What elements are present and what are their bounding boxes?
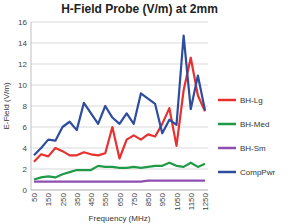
plot-area — [34, 36, 205, 182]
title: H-Field Probe (V/m) at 2mm — [61, 2, 218, 16]
x-axis-title: Frequency (MHz) — [89, 214, 151, 223]
x-tick-label: 850 — [144, 192, 153, 206]
y-axis-title: E-Field (V/m) — [2, 82, 11, 129]
y-tick-label: 2 — [23, 165, 28, 174]
x-tick-label: 950 — [158, 192, 167, 206]
x-tick-label: 750 — [130, 192, 139, 206]
series-line — [34, 58, 205, 162]
y-axis — [31, 22, 32, 190]
y-tick-label: 0 — [23, 186, 28, 195]
series-line — [34, 36, 205, 156]
legend-label: CompPwr — [240, 168, 275, 177]
x-tick-label: 650 — [116, 192, 125, 206]
legend-swatch — [218, 99, 236, 102]
grid-line — [31, 190, 208, 191]
legend-swatch — [218, 147, 236, 150]
y-tick-label: 8 — [23, 102, 28, 111]
legend-swatch — [218, 171, 236, 174]
legend-label: BH-Lg — [240, 96, 263, 105]
y-tick-label: 14 — [18, 39, 27, 48]
x-axis — [31, 190, 208, 191]
series-line — [34, 163, 205, 180]
grid-line — [31, 22, 208, 23]
x-tick-label: 550 — [101, 192, 110, 206]
chart: H-Field Probe (V/m) at 2mm 0 2 4 6 8 10 12 14 16 5… — [0, 0, 300, 224]
y-tick-label: 12 — [18, 60, 27, 69]
y-tick-label: 4 — [23, 144, 28, 153]
legend-swatch — [218, 123, 236, 126]
x-tick-label: 1050 — [173, 192, 182, 210]
grid-line — [31, 43, 208, 44]
grid-line — [31, 127, 208, 128]
y-tick-label: 10 — [18, 81, 27, 90]
x-tick-label: 1250 — [201, 192, 210, 210]
legend-label: BH-Sm — [240, 144, 266, 153]
legend-label: BH-Med — [240, 120, 269, 129]
x-tick-label: 250 — [59, 192, 68, 206]
y-tick-label: 6 — [23, 123, 28, 132]
series-line — [34, 181, 205, 182]
x-tick-label: 150 — [44, 192, 53, 206]
y-tick-label: 16 — [18, 18, 27, 27]
x-tick-label: 1150 — [187, 192, 196, 210]
x-tick-label: 50 — [30, 192, 39, 201]
grid-line — [31, 85, 208, 86]
x-tick-label: 450 — [87, 192, 96, 206]
x-tick-label: 350 — [73, 192, 82, 206]
